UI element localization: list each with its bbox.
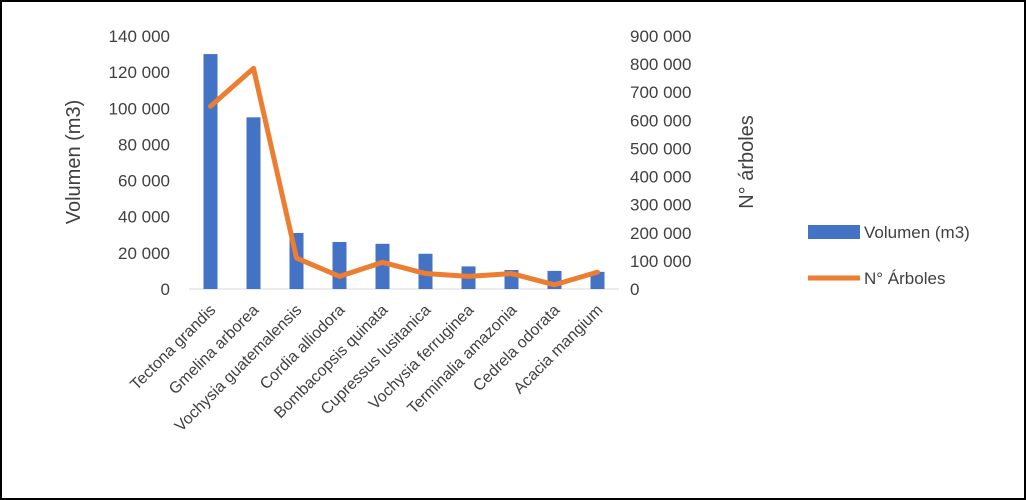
legend-label-trees: N° Árboles <box>864 269 945 288</box>
left-axis-ticks: 0 20 000 40 000 60 000 80 000 100 000 120 000 1… <box>109 27 170 299</box>
left-tick-label: 80 000 <box>118 135 170 154</box>
right-axis-ticks: 0 100 000 200 000 300 000 400 000 500 000 600 … <box>630 27 691 299</box>
legend-swatch-volume <box>808 225 860 239</box>
right-tick-label: 700 000 <box>630 83 691 102</box>
legend: Volumen (m3) N° Árboles <box>808 223 970 288</box>
left-axis-title: Volumen (m3) <box>63 100 85 225</box>
volume-bars <box>203 54 605 290</box>
right-tick-label: 600 000 <box>630 111 691 130</box>
left-tick-label: 140 000 <box>109 27 170 46</box>
right-tick-label: 500 000 <box>630 139 691 158</box>
volume-bar <box>203 54 218 290</box>
volume-bar <box>590 271 605 289</box>
volume-bar <box>375 243 390 289</box>
right-axis-title: N° árboles <box>736 115 758 209</box>
left-tick-label: 100 000 <box>109 99 170 118</box>
right-tick-label: 800 000 <box>630 55 691 74</box>
trees-line-series <box>208 65 600 288</box>
legend-label-volume: Volumen (m3) <box>864 223 970 242</box>
left-tick-label: 120 000 <box>109 63 170 82</box>
trees-line <box>208 65 600 288</box>
right-tick-label: 100 000 <box>630 252 691 271</box>
right-tick-label: 400 000 <box>630 168 691 187</box>
left-tick-label: 20 000 <box>118 244 170 263</box>
right-tick-label: 200 000 <box>630 224 691 243</box>
volume-bar <box>332 242 347 289</box>
right-tick-label: 900 000 <box>630 27 691 46</box>
left-tick-label: 40 000 <box>118 208 170 227</box>
left-tick-label: 60 000 <box>118 172 170 191</box>
right-tick-label: 300 000 <box>630 196 691 215</box>
right-tick-label: 0 <box>630 280 639 299</box>
left-tick-label: 0 <box>161 280 170 299</box>
volume-bar <box>246 117 261 289</box>
